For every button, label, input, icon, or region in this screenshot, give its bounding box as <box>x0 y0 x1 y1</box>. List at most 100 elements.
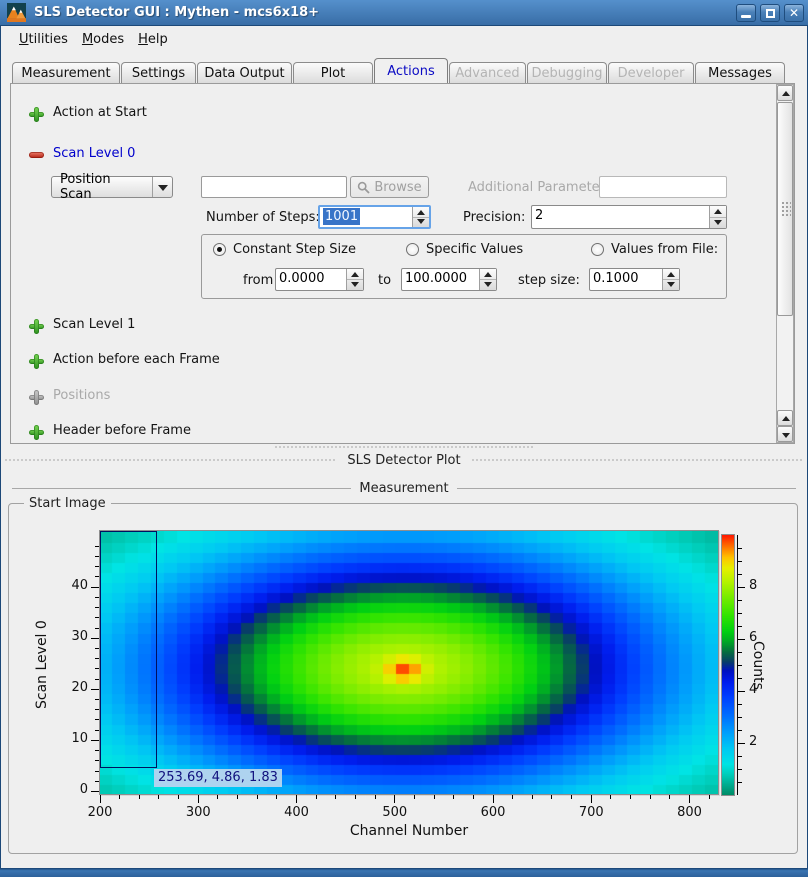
precision-label: Precision: <box>463 210 525 225</box>
radio-constant-step-size-label[interactable]: Constant Step Size <box>233 242 356 257</box>
number-of-steps-value[interactable]: 1001 <box>320 207 412 227</box>
spin-up-icon[interactable] <box>347 269 363 280</box>
close-button[interactable]: ✕ <box>784 4 804 22</box>
splitter-grip-dots <box>4 458 337 463</box>
radio-constant-step-size[interactable] <box>213 243 226 256</box>
expand-plus-icon[interactable] <box>29 425 44 440</box>
chevron-down-icon <box>152 177 172 197</box>
minimize-button[interactable] <box>736 4 756 22</box>
colorbar-gradient <box>722 535 734 795</box>
precision-value[interactable]: 2 <box>532 206 709 228</box>
heatmap-plot-canvas[interactable] <box>99 530 719 795</box>
tab-measurement[interactable]: Measurement <box>12 62 120 83</box>
spin-up-icon[interactable] <box>413 207 429 218</box>
scan-script-input[interactable] <box>201 176 347 198</box>
y-axis-title: Scan Level 0 <box>33 575 51 755</box>
tab-messages[interactable]: Messages <box>695 62 785 83</box>
action-at-start-label[interactable]: Action at Start <box>53 105 147 120</box>
expand-plus-icon[interactable] <box>29 354 44 369</box>
scan-mode-value: Position Scan <box>52 172 152 202</box>
minimize-icon <box>741 15 751 18</box>
browse-button: Browse <box>350 176 429 198</box>
radio-specific-values-label[interactable]: Specific Values <box>426 242 523 257</box>
expand-plus-icon[interactable] <box>29 319 44 334</box>
scrollbar-thumb[interactable] <box>777 102 793 316</box>
positions-label: Positions <box>53 388 110 403</box>
additional-parameter-input <box>599 176 727 198</box>
step-size-spinbox[interactable]: 0.1000 <box>589 268 680 291</box>
header-before-frame-label[interactable]: Header before Frame <box>53 423 191 438</box>
menu-modes[interactable]: Modes <box>75 28 131 51</box>
action-before-each-frame-label[interactable]: Action before each Frame <box>53 352 220 367</box>
spin-down-icon[interactable] <box>413 218 429 228</box>
from-label: from <box>243 273 273 288</box>
scan-level-1-label[interactable]: Scan Level 1 <box>53 317 135 332</box>
additional-parameter-label: Additional Parameter: <box>468 180 609 195</box>
scan-level-0-label[interactable]: Scan Level 0 <box>53 146 135 161</box>
to-spinbox[interactable]: 100.0000 <box>401 268 497 291</box>
close-icon: ✕ <box>785 5 803 21</box>
maximize-button[interactable] <box>760 4 780 22</box>
spin-down-icon[interactable] <box>663 280 679 290</box>
cursor-position-readout: 253.69, 4.86, 1.83 <box>154 769 282 787</box>
window-title: SLS Detector GUI : Mythen - mcs6x18+ <box>34 5 736 20</box>
tab-actions[interactable]: Actions <box>374 58 448 83</box>
zoom-selection-rect <box>100 531 157 768</box>
scan-mode-select[interactable]: Position Scan <box>51 176 173 198</box>
radio-specific-values[interactable] <box>406 243 419 256</box>
radio-values-from-file[interactable] <box>591 243 604 256</box>
menu-help[interactable]: Help <box>131 28 175 51</box>
splitter-label: SLS Detector Plot <box>347 453 460 468</box>
scroll-up-button[interactable] <box>777 85 793 101</box>
radio-values-from-file-label[interactable]: Values from File: <box>611 242 718 257</box>
colorbar <box>721 534 735 796</box>
measurement-title-text: Measurement <box>359 481 448 496</box>
app-logo-icon <box>7 3 26 22</box>
step-size-label: step size: <box>518 273 580 288</box>
browse-label: Browse <box>374 180 421 195</box>
window-border-bottom <box>0 868 808 877</box>
vertical-scrollbar[interactable] <box>776 84 794 443</box>
spin-down-icon[interactable] <box>480 280 496 290</box>
divider <box>457 488 796 489</box>
actions-panel: Action at Start Scan Level 0 Position Sc… <box>10 83 795 444</box>
expand-plus-icon-disabled <box>29 390 44 405</box>
colorbar-axis-line <box>737 535 738 795</box>
title-bar[interactable]: SLS Detector GUI : Mythen - mcs6x18+ ✕ <box>0 0 808 26</box>
splitter-handle[interactable]: SLS Detector Plot <box>4 444 804 472</box>
menu-bar: Utilities Modes Help <box>4 26 804 52</box>
divider <box>12 488 351 489</box>
tab-bar: Measurement Settings Data Output Plot Ac… <box>12 61 786 83</box>
tab-debugging: Debugging <box>527 62 607 83</box>
tab-plot[interactable]: Plot <box>293 62 373 83</box>
heatmap-image[interactable] <box>100 531 718 794</box>
measurement-group-title: Measurement <box>12 480 796 496</box>
expand-plus-icon[interactable] <box>29 107 44 122</box>
spin-down-icon[interactable] <box>710 218 726 229</box>
tab-settings[interactable]: Settings <box>121 62 196 83</box>
tab-advanced: Advanced <box>449 62 526 83</box>
precision-spinbox[interactable]: 2 <box>531 205 727 229</box>
spin-up-icon[interactable] <box>663 269 679 280</box>
to-value[interactable]: 100.0000 <box>402 269 479 290</box>
menu-utilities[interactable]: Utilities <box>12 28 75 51</box>
spin-up-icon[interactable] <box>480 269 496 280</box>
scroll-up-button[interactable] <box>777 410 793 426</box>
splitter-grip-dots <box>471 458 804 463</box>
tab-developer: Developer <box>608 62 694 83</box>
to-label: to <box>378 273 391 288</box>
maximize-icon <box>766 9 775 18</box>
from-value[interactable]: 0.0000 <box>276 269 346 290</box>
spin-down-icon[interactable] <box>347 280 363 290</box>
scroll-down-button[interactable] <box>777 426 793 442</box>
step-size-value[interactable]: 0.1000 <box>590 269 662 290</box>
magnifier-icon <box>357 181 370 194</box>
collapse-minus-icon[interactable] <box>29 152 44 158</box>
application-window: SLS Detector GUI : Mythen - mcs6x18+ ✕ U… <box>0 0 808 877</box>
x-axis-title: Channel Number <box>309 823 509 839</box>
spin-up-icon[interactable] <box>710 206 726 218</box>
splitter-grip-dots <box>274 445 534 450</box>
from-spinbox[interactable]: 0.0000 <box>275 268 364 291</box>
number-of-steps-spinbox[interactable]: 1001 <box>318 205 431 229</box>
tab-data-output[interactable]: Data Output <box>197 62 292 83</box>
